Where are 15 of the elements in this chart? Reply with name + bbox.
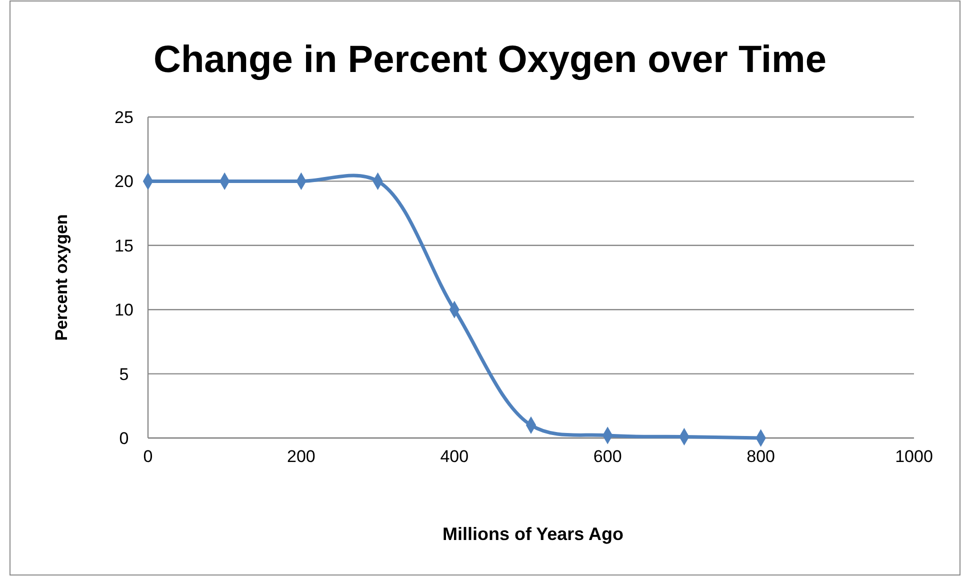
x-tick-label: 800 (746, 447, 775, 466)
chart-title: Change in Percent Oxygen over Time (154, 39, 826, 81)
x-tick-label: 600 (593, 447, 622, 466)
y-axis-title: Percent oxygen (52, 214, 71, 341)
y-tick-label: 0 (119, 429, 129, 448)
y-tick-label: 15 (114, 236, 134, 256)
y-tick-label: 5 (119, 364, 129, 384)
y-tick-label: 25 (114, 108, 134, 127)
x-tick-label: 200 (287, 447, 316, 466)
x-tick-label: 1000 (895, 447, 933, 466)
x-tick-label: 0 (143, 447, 153, 466)
y-tick-label: 10 (114, 300, 134, 320)
x-tick-label: 400 (440, 447, 469, 466)
y-tick-label: 20 (114, 172, 134, 192)
x-axis-title: Millions of Years Ago (442, 524, 624, 544)
